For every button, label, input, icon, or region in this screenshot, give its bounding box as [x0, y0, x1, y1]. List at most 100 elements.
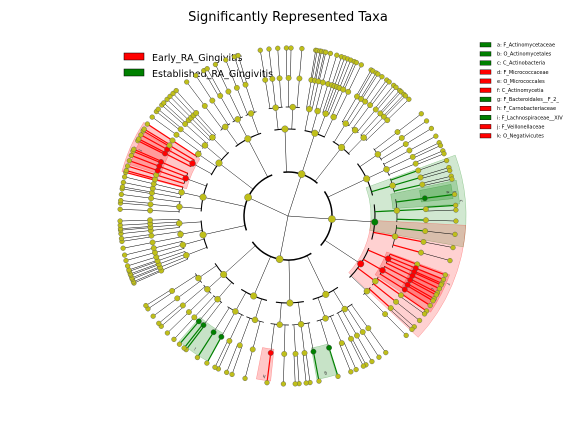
taxa-key-label: c: C_Actinobacteria	[497, 61, 545, 67]
branch-line	[379, 90, 400, 114]
clade-node	[182, 175, 189, 182]
branch-line	[214, 340, 229, 368]
branch-line	[132, 267, 161, 280]
clade-node	[393, 207, 401, 214]
branch-line	[424, 193, 455, 199]
clade-node	[173, 131, 180, 138]
clade-node	[117, 218, 123, 224]
chart-title: Significantly Represented Taxa	[188, 10, 388, 25]
branch-line	[150, 221, 180, 224]
branch-line	[268, 49, 273, 79]
branch-line	[416, 153, 445, 166]
branch-line	[415, 150, 443, 163]
clade-node	[428, 125, 434, 132]
clade-node	[367, 102, 373, 108]
branch-line	[132, 150, 161, 164]
branch-line	[393, 183, 423, 192]
branch-line	[327, 55, 338, 85]
clade-node	[177, 126, 184, 133]
branch-line	[161, 104, 185, 126]
branch-line	[164, 152, 192, 168]
branch-line	[151, 198, 180, 203]
highlight-sector-i	[178, 316, 224, 362]
clade-node	[292, 381, 298, 387]
branch-line	[250, 113, 259, 135]
clade-node	[443, 157, 450, 164]
clade-node	[322, 110, 329, 117]
branch-line	[231, 346, 243, 375]
branch-line	[156, 111, 181, 131]
branch-line	[311, 81, 319, 110]
clade-node	[117, 206, 123, 212]
clade-node	[422, 228, 429, 234]
clade-node	[217, 92, 224, 99]
branch-line	[166, 99, 189, 121]
branch-line	[384, 266, 411, 281]
clade-node	[412, 160, 419, 167]
taxa-key-swatch	[479, 124, 492, 130]
branch-line	[179, 221, 202, 224]
branch-line	[143, 128, 171, 146]
branch-line	[293, 324, 296, 354]
branch-line	[363, 258, 383, 271]
branch-line	[396, 208, 426, 212]
branch-line	[364, 76, 383, 102]
branch-line	[130, 264, 159, 276]
branch-line	[423, 241, 454, 248]
branch-line	[361, 73, 379, 100]
branch-line	[179, 206, 202, 209]
branch-line	[342, 96, 358, 122]
branch-line	[120, 202, 151, 206]
clade-node	[177, 231, 184, 238]
clade-node	[406, 147, 413, 154]
branch-line	[317, 51, 325, 82]
branch-line	[392, 244, 422, 254]
branch-line	[371, 184, 393, 193]
clade-node	[149, 114, 155, 120]
branch-line	[396, 197, 425, 203]
branch-line	[336, 58, 348, 88]
clade-node	[236, 342, 243, 349]
taxa-key-legend: a: F_Actinomycetaceae b: O_Actinomycetale…	[479, 42, 563, 140]
branch-line	[204, 145, 222, 160]
clade-node	[383, 350, 389, 356]
clade-node	[297, 321, 305, 328]
branch-line	[158, 253, 186, 265]
branch-line	[339, 60, 351, 89]
branch-line	[301, 133, 316, 175]
clade-node	[385, 255, 392, 262]
clade-node	[233, 84, 240, 91]
branch-line	[405, 128, 432, 145]
clade-node	[212, 364, 218, 370]
branch-line	[186, 247, 207, 256]
taxa-key-label: g: F_Bacteroidales__F_2_	[497, 97, 559, 103]
clade-node	[158, 159, 164, 165]
clade-node	[406, 96, 412, 102]
branch-line	[302, 353, 307, 384]
branch-line	[203, 196, 246, 207]
branch-line	[152, 236, 182, 243]
branch-line	[137, 140, 165, 155]
branch-line	[407, 283, 435, 300]
branch-line	[185, 325, 205, 350]
branch-line	[133, 148, 162, 162]
branch-line	[412, 275, 440, 290]
clade-node	[363, 287, 371, 295]
branch-line	[396, 227, 426, 232]
clade-node	[345, 88, 352, 95]
branch-line	[266, 352, 272, 383]
sector-letter-i: i	[193, 345, 197, 351]
branch-arc	[243, 174, 273, 231]
branch-line	[401, 293, 427, 312]
branch-line	[420, 167, 449, 177]
branch-line	[147, 123, 173, 141]
branch-line	[284, 129, 287, 173]
branch-line	[409, 135, 436, 151]
branch-line	[339, 343, 352, 372]
clade-node	[250, 292, 258, 300]
branch-line	[223, 245, 256, 275]
branch-line	[386, 262, 413, 277]
clade-node	[418, 249, 424, 256]
clade-node	[249, 346, 256, 353]
clade-node	[299, 45, 305, 52]
